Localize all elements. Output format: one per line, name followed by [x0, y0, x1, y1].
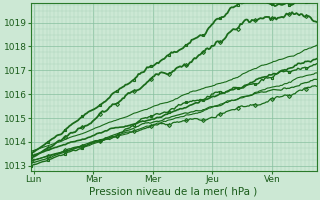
- X-axis label: Pression niveau de la mer( hPa ): Pression niveau de la mer( hPa ): [90, 187, 258, 197]
